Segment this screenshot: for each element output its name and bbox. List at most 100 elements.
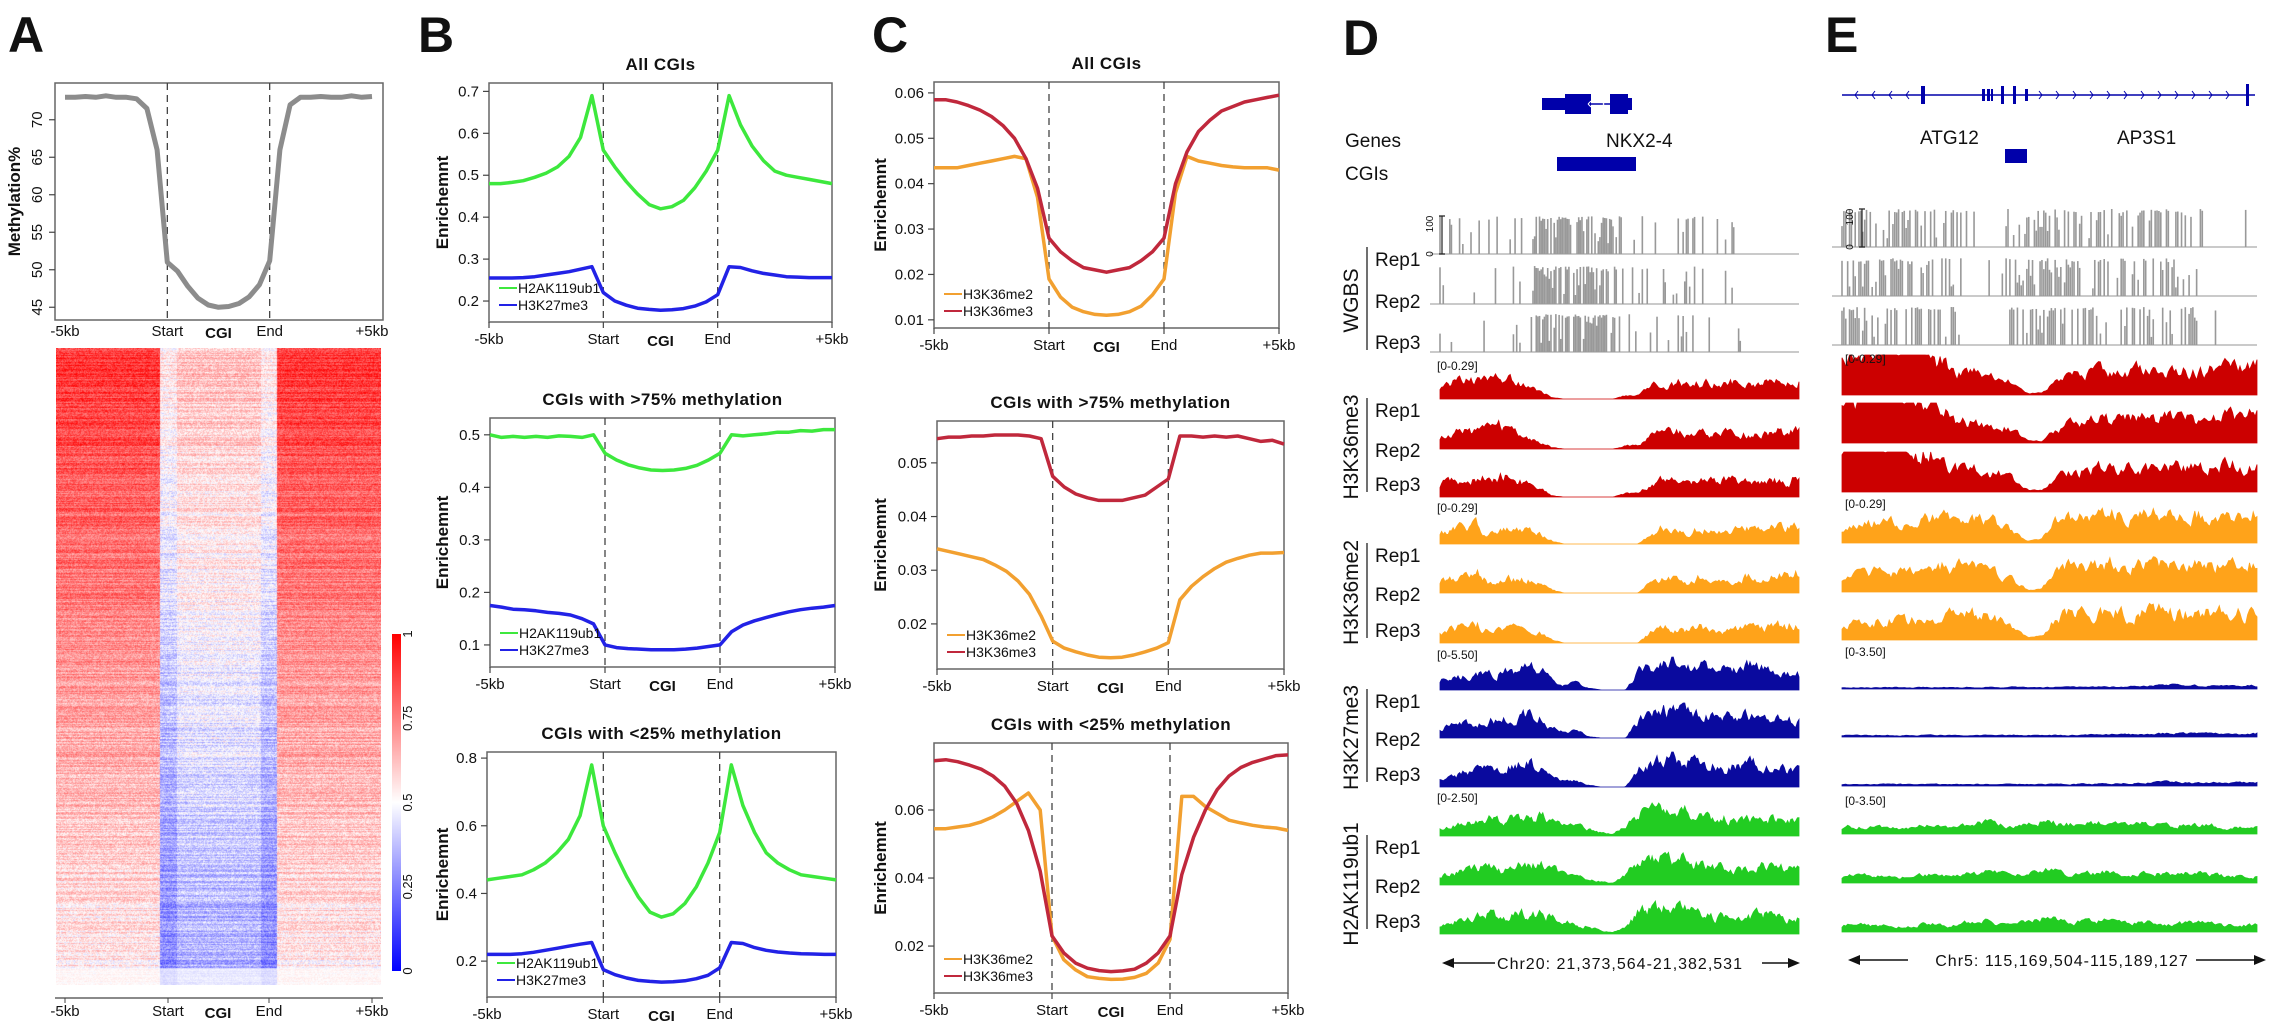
series-line-h3k36me2 [934,154,1280,318]
track-range-label: [0-0.29] [1845,497,1886,511]
coverage-track-rep3 [1439,472,1800,498]
wgbs-track-rep2 [1430,266,1799,305]
wgbs-track-rep1 [1430,216,1799,255]
scale-max-label: 100 [1845,208,1856,225]
series-line-h3k27me3 [489,264,832,313]
rep-label: Rep3 [1375,765,1420,786]
y-tick-label: 0.7 [458,83,479,100]
strand-chevron [2055,90,2060,100]
y-tick-label: 0.05 [898,455,927,472]
coverage-track-rep1 [1439,656,1800,691]
group-label: WGBS [1340,268,1363,332]
strand-chevron [2140,90,2145,100]
x-axis-label: CGI [1097,680,1124,697]
x-tick-label: +5kb [819,676,852,693]
rep-label: Rep2 [1375,441,1420,462]
series-line-h2ak119ub1 [489,93,833,211]
y-tick-label: 0.3 [458,251,479,268]
line-chart-c-5: 0.01 0.02 0.03 0.04 0.05 0.06 -5kb Start End +5kb… [871,54,1295,356]
colorbar-tick-label: 0.25 [400,874,415,899]
line-chart-b-3: 0.1 0.2 0.3 0.4 0.5 -5kb Start End +5kb CGI CGIs w… [433,390,851,695]
y-tick-label: 0.2 [458,293,479,310]
cgis-track-label: CGIs [1345,164,1388,185]
series-line-h3k36me2 [936,547,1285,660]
gene-model-nkx2-4 [1542,94,1632,114]
rep-label: Rep3 [1375,621,1420,642]
y-tick-label: 0.4 [459,479,480,496]
rep-label: Rep3 [1375,475,1420,496]
coverage-track-rep2 [1841,732,2258,738]
gene-model-atg12-ap3s1 [1842,84,2255,106]
x-tick-label: +5kb [816,331,849,348]
y-tick-label: 0.05 [895,130,924,147]
legend-label: H3K27me3 [518,297,588,313]
x-tick-label: +5kb [1268,678,1301,695]
genome-tracks-d: 100 0 Rep1 Rep2 Rep3 WGBS [0-0.29] Rep1 Rep2 Rep3… [1340,215,1800,946]
x-tick-label: +5kb [356,323,389,340]
plot-frame [936,420,1285,670]
strand-chevron [1888,90,1893,100]
panel-label-d: D [1343,10,1379,66]
y-tick-label: 0.4 [458,209,479,226]
x-tick-label: Start [587,1006,620,1021]
locus-label-d: Chr20: 21,373,564-21,382,531 [1497,956,1743,973]
y-tick-label: 0.04 [898,509,927,526]
x-axis-label: CGI [205,325,232,342]
locus-arrow-d [1442,958,1800,968]
x-tick-label: End [706,1006,733,1021]
y-tick-label: 0.06 [895,802,924,819]
wgbs-track-rep3 [1832,307,2257,346]
coverage-track-rep1 [1841,507,2258,544]
colorbar-tick-label: 0.5 [400,793,415,811]
x-tick-label: -5kb [472,1006,501,1021]
y-tick-label: 0.02 [898,616,927,633]
track-group-coverage-3: [0-3.50] [1841,645,2258,787]
rep-label: Rep2 [1375,585,1420,606]
line-chart-b-4: 0.2 0.4 0.6 0.8 -5kb Start End +5kb CGI CGIs with… [433,724,852,1021]
scale-bracket [1439,215,1445,255]
coverage-track-rep2 [1841,867,2258,884]
track-range-label: [0-0.29] [1437,359,1478,373]
plot-frame [933,81,1280,329]
coverage-track-rep3 [1439,620,1800,644]
gene-name-ap3s1: AP3S1 [2117,128,2176,149]
coverage-track-rep3 [1841,451,2258,493]
legend-label: H2AK119ub1 [518,280,600,296]
coverage-track-rep2 [1439,568,1800,594]
plot-frame [489,417,836,668]
y-tick-label: 0.5 [458,167,479,184]
plot-frame [54,82,384,321]
x-axis-label: CGI [647,333,674,350]
coverage-track-rep1 [1439,802,1800,837]
y-tick-label: 0.6 [458,125,479,142]
x-axis-label: CGI [1093,339,1120,356]
x-tick-label: +5kb [1272,1002,1305,1019]
line-chart-a-0: 45 50 55 60 65 70 -5kb Start End +5kb CGI Methylati… [5,82,389,342]
rep-label: Rep1 [1375,838,1420,859]
rep-label: Rep1 [1375,692,1420,713]
y-axis-label: Enrichemnt [871,498,890,592]
rep-label: Rep1 [1375,250,1420,271]
coverage-track-rep1 [1439,373,1800,400]
locus-arrow-e [1848,955,2266,965]
methylation-heatmap [56,348,381,985]
y-tick-label: 0.1 [459,637,480,654]
line-chart-b-2: 0.2 0.3 0.4 0.5 0.6 0.7 -5kb Start End +5kb CGI All… [433,55,848,350]
track-group-h2ak119ub1: [0-2.50] Rep1 Rep2 Rep3 H2AK119ub1 [1340,791,1800,946]
rep-label: Rep2 [1375,292,1420,313]
strand-chevron [1854,90,1859,100]
track-group-wgbs: 100 0 Rep1 Rep2 Rep3 WGBS [1340,215,1799,354]
series-line-h3k36me3 [933,753,1289,974]
track-group-coverage-1: [0-0.29] [1841,352,2258,493]
x-tick-label: Start [152,1003,185,1020]
chart-title: CGIs with >75% methylation [990,393,1230,412]
wgbs-track-rep1 [1832,209,2257,248]
y-tick-label: 0.04 [895,176,924,193]
strand-chevron [2038,90,2043,100]
y-tick-label: 0.04 [895,870,924,887]
